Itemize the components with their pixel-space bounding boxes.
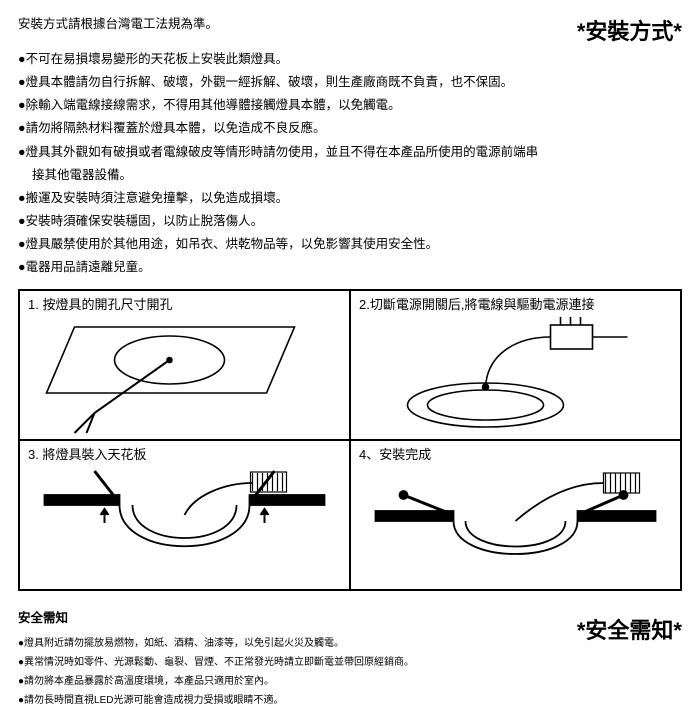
- safety-text: 請勿長時間直視LED光源可能會造成視力受損或眼睛不適。: [24, 691, 557, 710]
- bullet-text: 燈具本體請勿自行拆解、破壞，外觀一經拆解、破壞，則生產廠商既不負責，也不保固。: [26, 71, 682, 94]
- bullet-dot: ●: [18, 256, 26, 279]
- bullet-line: ●不可在易損壞易變形的天花板上安裝此類燈具。: [18, 48, 682, 71]
- diagram-cell-4: 4、安裝完成: [350, 440, 681, 590]
- bullet-line: ●燈具嚴禁使用於其他用途，如吊衣、烘乾物品等，以免影響其使用安全性。: [18, 233, 682, 256]
- bullet-dot: ●: [18, 187, 26, 210]
- safety-text: 請勿將本產品暴露於高溫度環境，本產品只適用於室內。: [24, 672, 557, 691]
- bullet-dot: ●: [18, 141, 26, 164]
- safety-text: 燈具附近請勿擺放易燃物，如紙、酒精、油漆等，以免引起火災及觸電。: [24, 634, 557, 653]
- safety-title: *安全需知*: [577, 613, 682, 645]
- safety-line: ●燈具附近請勿擺放易燃物，如紙、酒精、油漆等，以免引起火災及觸電。: [18, 634, 557, 653]
- bullet-dot: ●: [18, 71, 26, 94]
- bullet-text: 電器用品請遠離兒童。: [26, 256, 682, 279]
- diagram-caption: 4、安裝完成: [359, 447, 672, 463]
- bullet-line: ●電器用品請遠離兒童。: [18, 256, 682, 279]
- diagram-cell-3: 3. 將燈具裝入天花板: [19, 440, 350, 590]
- diagram-grid: 1. 按燈具的開孔尺寸開孔 2.切斷電源開關后,將電線與驅動電源連接: [18, 289, 682, 591]
- safety-text: 異常情況時如零件、光源鬆動、龜裂、冒煙、不正常發光時請立即斷電並帶回原經銷商。: [24, 653, 557, 672]
- diagram-illustration-1: [28, 315, 341, 435]
- intro-text: 安裝方式請根據台灣電工法規為準。: [18, 14, 218, 35]
- diagram-caption: 3. 將燈具裝入天花板: [28, 447, 341, 463]
- bullet-dot: ●: [18, 117, 26, 140]
- safety-line: ●請勿長時間直視LED光源可能會造成視力受損或眼睛不適。: [18, 691, 557, 710]
- bullet-text: 搬運及安裝時須注意避免撞擊，以免造成損壞。: [26, 187, 682, 210]
- bullet-text: 不可在易損壞易變形的天花板上安裝此類燈具。: [26, 48, 682, 71]
- bullet-dot: ●: [18, 233, 26, 256]
- bullet-text: 接其他電器設備。: [32, 164, 682, 187]
- bullet-text: 燈具其外觀如有破損或者電線破皮等情形時請勿使用，並且不得在本產品所使用的電源前端…: [26, 141, 682, 164]
- install-title: *安裝方式*: [577, 14, 682, 46]
- diagram-illustration-2: [359, 315, 672, 435]
- bullet-dot: ●: [18, 48, 26, 71]
- diagram-cell-1: 1. 按燈具的開孔尺寸開孔: [19, 290, 350, 440]
- bullet-line: ●請勿將隔熱材料覆蓋於燈具本體，以免造成不良反應。: [18, 117, 682, 140]
- diagram-illustration-3: [28, 465, 341, 585]
- bullet-text: 燈具嚴禁使用於其他用途，如吊衣、烘乾物品等，以免影響其使用安全性。: [26, 233, 682, 256]
- bullet-text: 請勿將隔熱材料覆蓋於燈具本體，以免造成不良反應。: [26, 117, 682, 140]
- diagram-illustration-4: [359, 465, 672, 585]
- safety-line: ●異常情況時如零件、光源鬆動、龜裂、冒煙、不正常發光時請立即斷電並帶回原經銷商。: [18, 653, 557, 672]
- bullet-dot: ●: [18, 94, 26, 117]
- bullet-line: ●搬運及安裝時須注意避免撞擊，以免造成損壞。: [18, 187, 682, 210]
- safety-line: ●請勿將本產品暴露於高溫度環境，本產品只適用於室內。: [18, 672, 557, 691]
- safety-list: ●燈具附近請勿擺放易燃物，如紙、酒精、油漆等，以免引起火災及觸電。●異常情況時如…: [18, 634, 557, 710]
- safety-heading: 安全需知: [18, 607, 557, 626]
- bullet-line: ●燈具其外觀如有破損或者電線破皮等情形時請勿使用，並且不得在本產品所使用的電源前…: [18, 141, 682, 164]
- bullet-line: 接其他電器設備。: [18, 164, 682, 187]
- diagram-caption: 1. 按燈具的開孔尺寸開孔: [28, 297, 341, 313]
- bullet-dot: ●: [18, 210, 26, 233]
- bullet-text: 除輸入端電線接線需求，不得用其他導體接觸燈具本體，以免觸電。: [26, 94, 682, 117]
- diagram-caption: 2.切斷電源開關后,將電線與驅動電源連接: [359, 297, 672, 313]
- bullet-line: ●除輸入端電線接線需求，不得用其他導體接觸燈具本體，以免觸電。: [18, 94, 682, 117]
- bullet-line: ●燈具本體請勿自行拆解、破壞，外觀一經拆解、破壞，則生產廠商既不負責，也不保固。: [18, 71, 682, 94]
- bullet-text: 安裝時須確保安裝穩固，以防止脫落傷人。: [26, 210, 682, 233]
- diagram-cell-2: 2.切斷電源開關后,將電線與驅動電源連接: [350, 290, 681, 440]
- bullet-line: ●安裝時須確保安裝穩固，以防止脫落傷人。: [18, 210, 682, 233]
- install-bullet-list: ●不可在易損壞易變形的天花板上安裝此類燈具。●燈具本體請勿自行拆解、破壞，外觀一…: [18, 48, 682, 279]
